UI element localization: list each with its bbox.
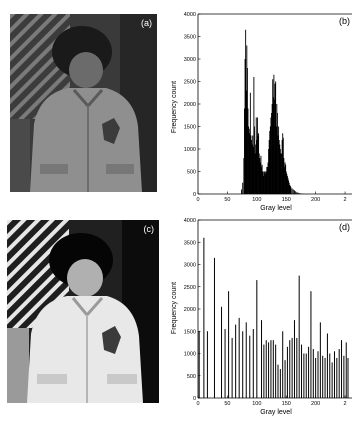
panel-label-b: (b): [339, 16, 350, 26]
hist-b-x-tick-label: 0: [196, 197, 199, 203]
hist-b-y-tick-label: 3000: [184, 57, 196, 63]
hist-d-y-tick-label: 3000: [184, 263, 196, 269]
hist-b-y-tick-label: 3500: [184, 35, 196, 41]
histogram-equalized: 0 500 1000 1500 2000 2500 3000 3500 4000 0 50 100 15…: [0, 212, 352, 421]
hist-d-x-tick-label: 200: [311, 401, 320, 407]
hist-b-y-tick-label: 2000: [184, 102, 196, 108]
hist-b-x-tick-label: 100: [252, 197, 261, 203]
hist-d-y-tick-label: 0: [193, 396, 196, 402]
hist-d-x-tick-label: 2: [344, 401, 347, 407]
hist-d-x-tick-label: 150: [282, 401, 291, 407]
hist-b-x-tick-label: 2: [344, 197, 347, 203]
histogram-original-xlabel: Gray level: [260, 205, 292, 212]
hist-b-x-tick-label: 200: [311, 197, 320, 203]
panel-label-a: (a): [141, 18, 152, 28]
hist-d-y-tick-label: 500: [187, 374, 196, 380]
hist-d-y-tick-label: 4000: [184, 218, 196, 224]
hist-b-y-tick-label: 1500: [184, 125, 196, 131]
hist-b-y-tick-label: 2500: [184, 80, 196, 86]
panel-label-c: (c): [143, 224, 155, 234]
hist-d-x-tick-label: 0: [196, 401, 199, 407]
photo-original: (a): [10, 14, 157, 192]
histogram-equalized-xlabel: Gray level: [260, 409, 292, 416]
hist-b-y-tick-label: 0: [193, 192, 196, 198]
histogram-equalized-svg: 0 500 1000 1500 2000 2500 3000 3500 4000 0 50 100 15…: [171, 218, 352, 416]
histogram-equalized-ylabel: Frequency count: [171, 282, 178, 334]
hist-b-x-tick-label: 50: [224, 197, 230, 203]
histogram-original-ylabel: Frequency count: [171, 81, 178, 133]
hist-b-x-tick-label: 150: [282, 197, 291, 203]
hist-d-y-tick-label: 1000: [184, 352, 196, 358]
histogram-original: 0 500 1000 1500 2000 2500 3000 3500 4000 0 50 100 15…: [0, 5, 352, 220]
histogram-original-plot: 0 500 1000 1500 2000 2500 3000 3500 4000 0 50 100 15…: [184, 12, 352, 203]
hist-d-y-tick-label: 3500: [184, 240, 196, 246]
panel-label-d: (d): [339, 222, 350, 232]
hist-d-y-tick-label: 2500: [184, 285, 196, 291]
photo-original-drawing: [10, 14, 157, 192]
hist-b-y-tick-label: 500: [187, 170, 196, 176]
photo-equalized: (c): [7, 220, 159, 403]
histogram-equalized-plot: 0 500 1000 1500 2000 2500 3000 3500 4000 0 50 100 15…: [184, 218, 352, 407]
histogram-original-svg: 0 500 1000 1500 2000 2500 3000 3500 4000 0 50 100 15…: [171, 12, 352, 212]
hist-d-y-tick-label: 1500: [184, 329, 196, 335]
hist-d-x-tick-label: 100: [252, 401, 261, 407]
photo-equalized-drawing: [7, 220, 159, 403]
hist-d-x-tick-label: 50: [224, 401, 230, 407]
hist-b-y-tick-label: 4000: [184, 12, 196, 18]
hist-d-y-tick-label: 2000: [184, 307, 196, 313]
hist-b-y-tick-label: 1000: [184, 147, 196, 153]
